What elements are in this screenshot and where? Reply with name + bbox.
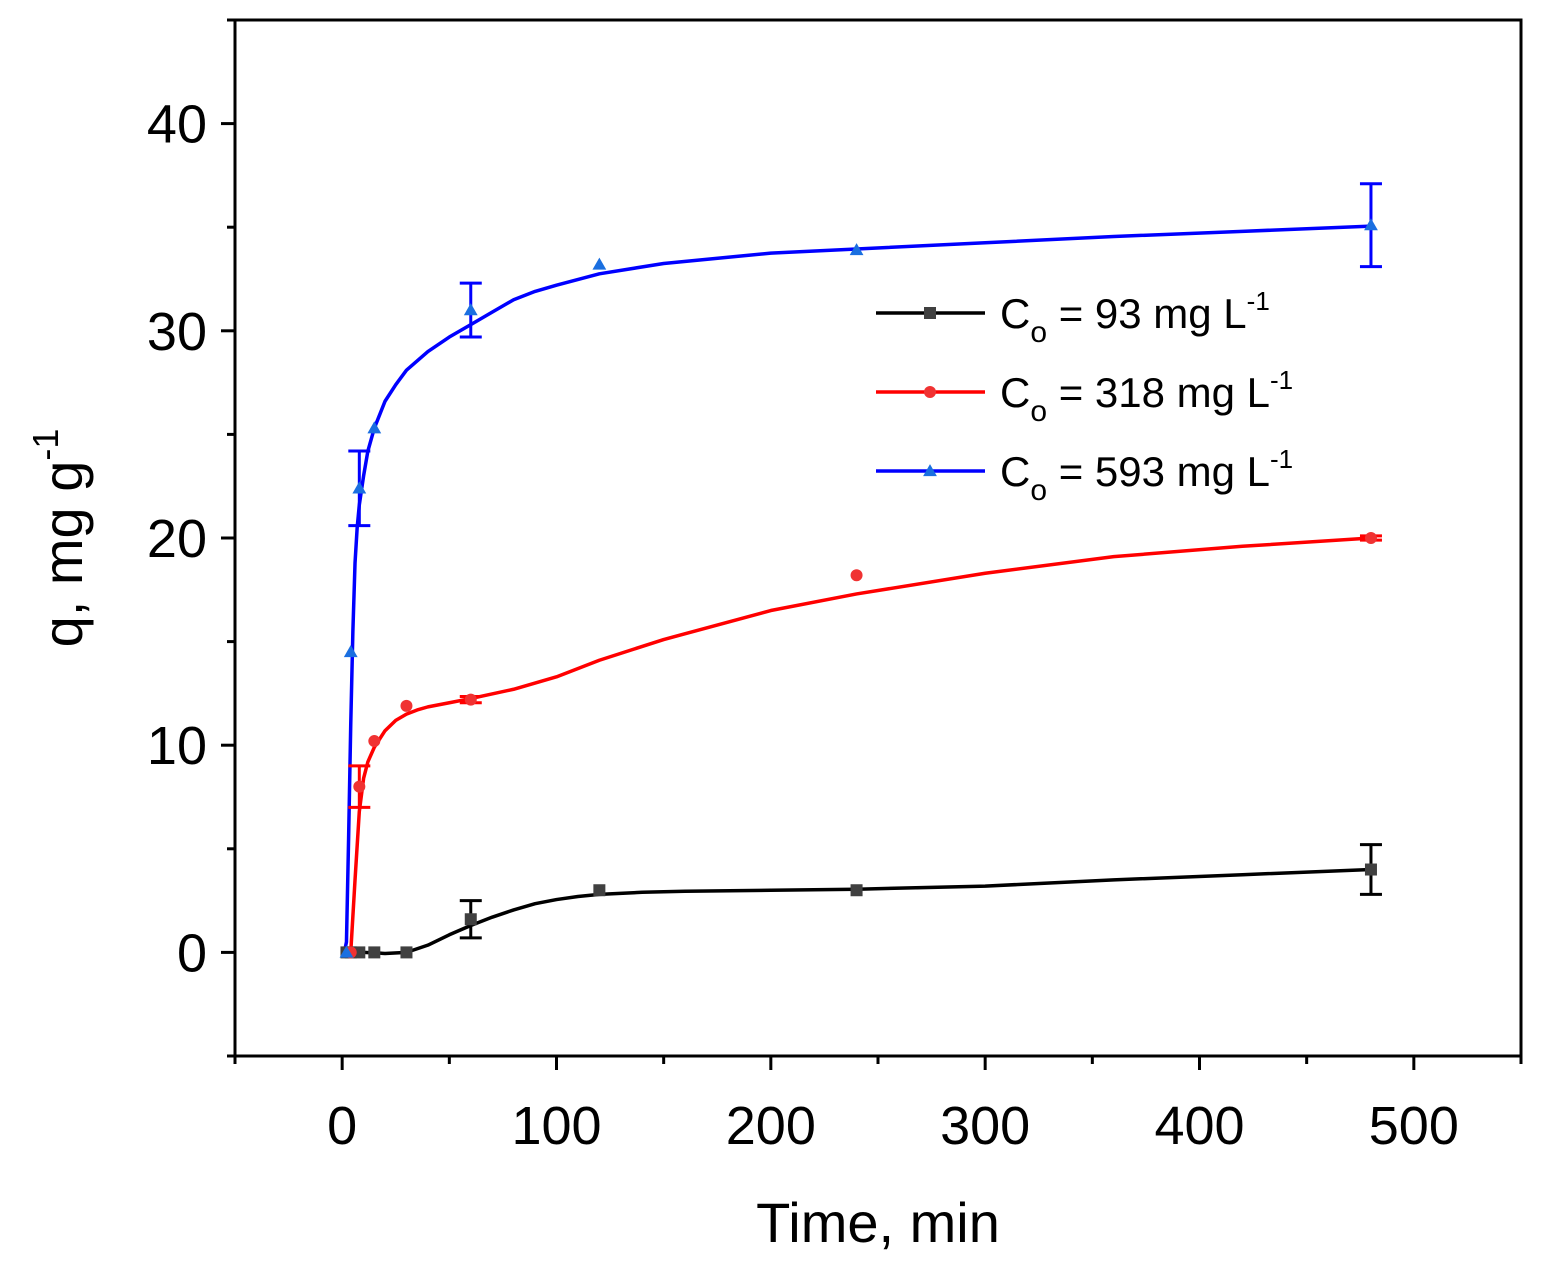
y-tick-label: 30	[147, 302, 207, 362]
x-tick-label: 200	[726, 1096, 816, 1156]
legend-label-sub: o	[1030, 395, 1047, 428]
legend-marker-3	[923, 464, 937, 477]
fit-curve-series-1	[346, 867, 1372, 956]
data-point-series-1	[353, 946, 366, 959]
data-point-series-2	[1364, 532, 1377, 544]
legend-marker-2	[924, 386, 936, 398]
legend-label-2: Co = 318 mg L-1	[1000, 365, 1293, 428]
y-tick-label: 0	[177, 923, 207, 983]
data-point-series-3	[592, 257, 607, 270]
legend-label-prefix: C	[1000, 448, 1030, 495]
x-tick-label: 300	[940, 1096, 1030, 1156]
data-point-series-2	[368, 735, 381, 748]
x-tick-label: 500	[1369, 1096, 1459, 1156]
data-point-series-1	[464, 913, 477, 926]
data-point-series-1	[1364, 863, 1377, 876]
y-axis-title-group: q, mg g-1	[25, 429, 94, 648]
data-point-series-2	[464, 693, 477, 706]
plot-frame	[233, 18, 1523, 1058]
y-axis-title-sup: -1	[25, 429, 66, 461]
legend-label-prefix: C	[1000, 290, 1030, 337]
data-point-series-2	[850, 569, 863, 582]
legend-label-3: Co = 593 mg L-1	[1000, 444, 1293, 507]
data-point-series-2	[400, 699, 413, 712]
data-point-series-1	[400, 946, 413, 959]
legend-label-sup: -1	[1270, 365, 1293, 395]
y-tick-label: 40	[147, 95, 207, 155]
data-point-series-3	[339, 945, 354, 958]
y-tick-label: 10	[147, 716, 207, 776]
data-point-series-1	[850, 884, 863, 897]
data-point-series-3	[849, 243, 864, 256]
legend-label-1: Co = 93 mg L-1	[1000, 286, 1270, 349]
y-axis-title: q, mg g-1	[25, 429, 94, 648]
data-point-series-3	[343, 645, 358, 658]
legend-label-text: = 93 mg L	[1047, 290, 1247, 337]
data-point-series-2	[353, 780, 366, 793]
legend-label-sup: -1	[1270, 444, 1293, 474]
y-tick-label: 20	[147, 509, 207, 569]
data-point-series-3	[367, 421, 382, 434]
legend-label-sub: o	[1030, 316, 1047, 349]
data-point-series-3	[463, 303, 478, 316]
tick-labels: 0 100 200 300 400 500 0 10 20 30 40	[147, 95, 1459, 1156]
plot-border	[233, 18, 1523, 1058]
axis-ticks	[221, 18, 1523, 1070]
x-tick-label: 0	[327, 1096, 357, 1156]
data-point-series-3	[1364, 218, 1378, 231]
x-tick-label: 400	[1154, 1096, 1244, 1156]
x-tick-label: 100	[511, 1096, 601, 1156]
fit-curve-series-3	[342, 224, 1372, 953]
data-point-series-3	[352, 481, 367, 494]
legend-label-text: = 318 mg L	[1047, 369, 1270, 416]
data-point-series-1	[593, 884, 606, 897]
data-point-series-1	[368, 946, 381, 959]
data-markers	[339, 218, 1378, 959]
legend-label-sub: o	[1030, 474, 1047, 507]
legend-label-text: = 593 mg L	[1047, 448, 1270, 495]
legend: Co = 93 mg L-1Co = 318 mg L-1Co = 593 mg…	[876, 286, 1293, 507]
legend-label-sup: -1	[1247, 286, 1270, 316]
legend-label-prefix: C	[1000, 369, 1030, 416]
x-axis-title: Time, min	[756, 1191, 1000, 1254]
legend-marker-1	[924, 307, 936, 319]
y-axis-title-base: q, mg g	[31, 461, 94, 648]
